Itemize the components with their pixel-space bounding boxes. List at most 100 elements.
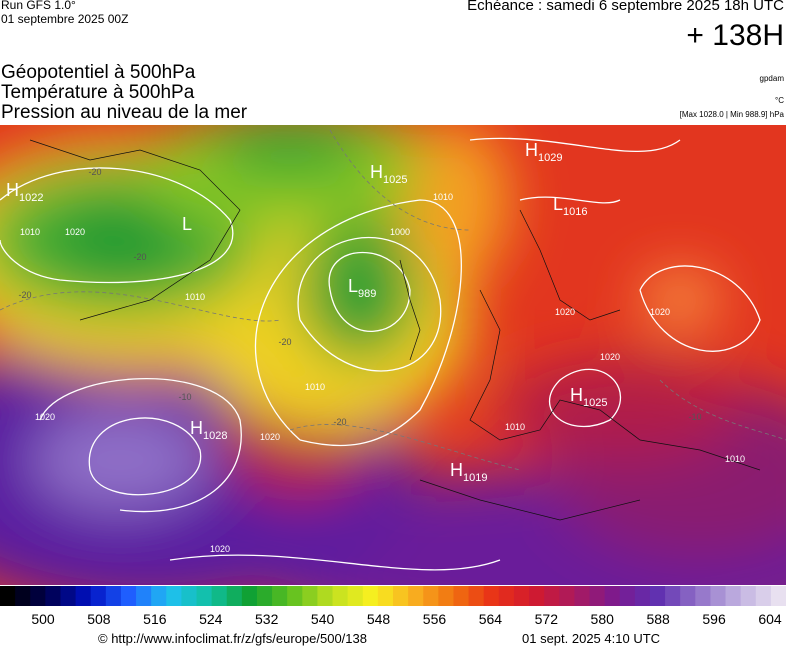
colorbar-tick-label: 524: [199, 611, 223, 627]
colorbar-cell: [241, 586, 258, 606]
colorbar-cell: [423, 586, 439, 606]
colorbar-cell: [120, 586, 137, 606]
isobar-label: 1020: [555, 307, 575, 317]
colorbar-tick-label: 532: [255, 611, 279, 627]
isobar-label: 1020: [600, 352, 620, 362]
source: © http://www.infoclimat.fr/z/gfs/europe/…: [98, 631, 367, 646]
field: [0, 125, 786, 585]
colorbar-cell: [166, 586, 182, 606]
unit: [Max 1028.0 | Min 988.9] hPa: [679, 110, 784, 119]
isobar-label: 1000: [390, 227, 410, 237]
colorbar-cell: [90, 586, 107, 606]
center-letter: L: [348, 276, 358, 296]
pressure-center: H1022: [6, 180, 43, 204]
center-value: 1028: [203, 430, 227, 442]
center-value: 1022: [19, 192, 43, 204]
isobar-label: 1020: [65, 227, 85, 237]
colorbar-cell: [181, 586, 197, 606]
title: Géopotentiel à 500hPa: [1, 62, 196, 83]
center-value: 1019: [463, 472, 487, 484]
pressure-center: H1019: [450, 460, 487, 484]
colorbar-cell: [0, 586, 16, 606]
isobar-label: 1010: [185, 292, 205, 302]
temperature-label: -20: [18, 290, 31, 300]
colorbar-cell: [15, 586, 31, 606]
center-letter: H: [190, 418, 203, 438]
colorbar-cell: [574, 586, 590, 606]
isobar-label: 1010: [20, 227, 40, 237]
unit: gpdam: [759, 74, 784, 83]
pressure-center: H1029: [525, 140, 562, 164]
colorbar-cell: [695, 586, 711, 606]
colorbar-cell: [619, 586, 636, 606]
isobar-label: 1010: [305, 382, 325, 392]
colorbar-cell: [362, 586, 379, 606]
center-letter: L: [182, 214, 192, 234]
colorbar-cell: [317, 586, 334, 606]
title: Température à 500hPa: [1, 82, 195, 103]
colorbar-cell: [393, 586, 409, 606]
colorbar-tick-label: 604: [758, 611, 782, 627]
run-date: 01 septembre 2025 00Z: [1, 12, 129, 26]
pressure-center: L1016: [553, 194, 588, 218]
colorbar-tick-label: 500: [31, 611, 55, 627]
colorbar-tick-label: 548: [367, 611, 391, 627]
colorbar-cell: [256, 586, 273, 606]
colorbar-cell: [302, 586, 318, 606]
colorbar-tick-label: 516: [143, 611, 167, 627]
colorbar-cell: [408, 586, 424, 606]
lead-time: + 138H: [686, 19, 784, 52]
center-letter: H: [450, 460, 463, 480]
isobar-label: 1010: [725, 454, 745, 464]
temperature-label: -10: [688, 412, 701, 422]
center-value: 1025: [383, 174, 407, 186]
center-letter: H: [570, 385, 583, 405]
colorbar-cell: [272, 586, 288, 606]
colorbar-tick-label: 588: [646, 611, 670, 627]
colorbar-cell: [453, 586, 470, 606]
colorbar-cell: [377, 586, 394, 606]
colorbar-cell: [589, 586, 606, 606]
isobar-label: 1020: [35, 412, 55, 422]
isobar-label: 1010: [433, 192, 453, 202]
colorbar-cell: [468, 586, 485, 606]
colorbar-cell: [665, 586, 681, 606]
colorbar-cell: [710, 586, 727, 606]
colorbar-cell: [438, 586, 454, 606]
colorbar-cell: [755, 586, 772, 606]
colorbar-cell: [226, 586, 243, 606]
center-letter: H: [525, 140, 538, 160]
colorbar-tick-label: 580: [591, 611, 615, 627]
colorbar-cell: [151, 586, 167, 606]
colorbar-tick-label: 596: [702, 611, 726, 627]
colorbar-tick-label: 572: [535, 611, 559, 627]
temperature-label: -10: [178, 392, 191, 402]
isobar-label: 1020: [260, 432, 280, 442]
center-value: 989: [358, 288, 376, 300]
unit: °C: [775, 96, 784, 105]
center-value: 1029: [538, 152, 562, 164]
colorbar-cell: [680, 586, 696, 606]
center-letter: H: [370, 162, 383, 182]
isobar-label: 1020: [650, 307, 670, 317]
center-value: 1016: [563, 206, 587, 218]
colorbar-cell: [544, 586, 560, 606]
pressure-center: H1025: [370, 162, 407, 186]
colorbar-cell: [60, 586, 77, 606]
temperature-label: -20: [278, 337, 291, 347]
colorbar-cell: [75, 586, 92, 606]
colorbar-cell: [513, 586, 530, 606]
center-letter: H: [6, 180, 19, 200]
colorbar-tick-label: 540: [311, 611, 335, 627]
colorbar-cell: [483, 586, 500, 606]
colorbar-cell: [498, 586, 515, 606]
colorbar-cell: [287, 586, 303, 606]
colorbar-cell: [211, 586, 228, 606]
colorbar-cell: [770, 586, 786, 606]
temperature-label: -20: [88, 167, 101, 177]
pressure-center: L: [182, 214, 192, 234]
colorbar-cell: [30, 586, 46, 606]
isobar-label: 1020: [210, 544, 230, 554]
